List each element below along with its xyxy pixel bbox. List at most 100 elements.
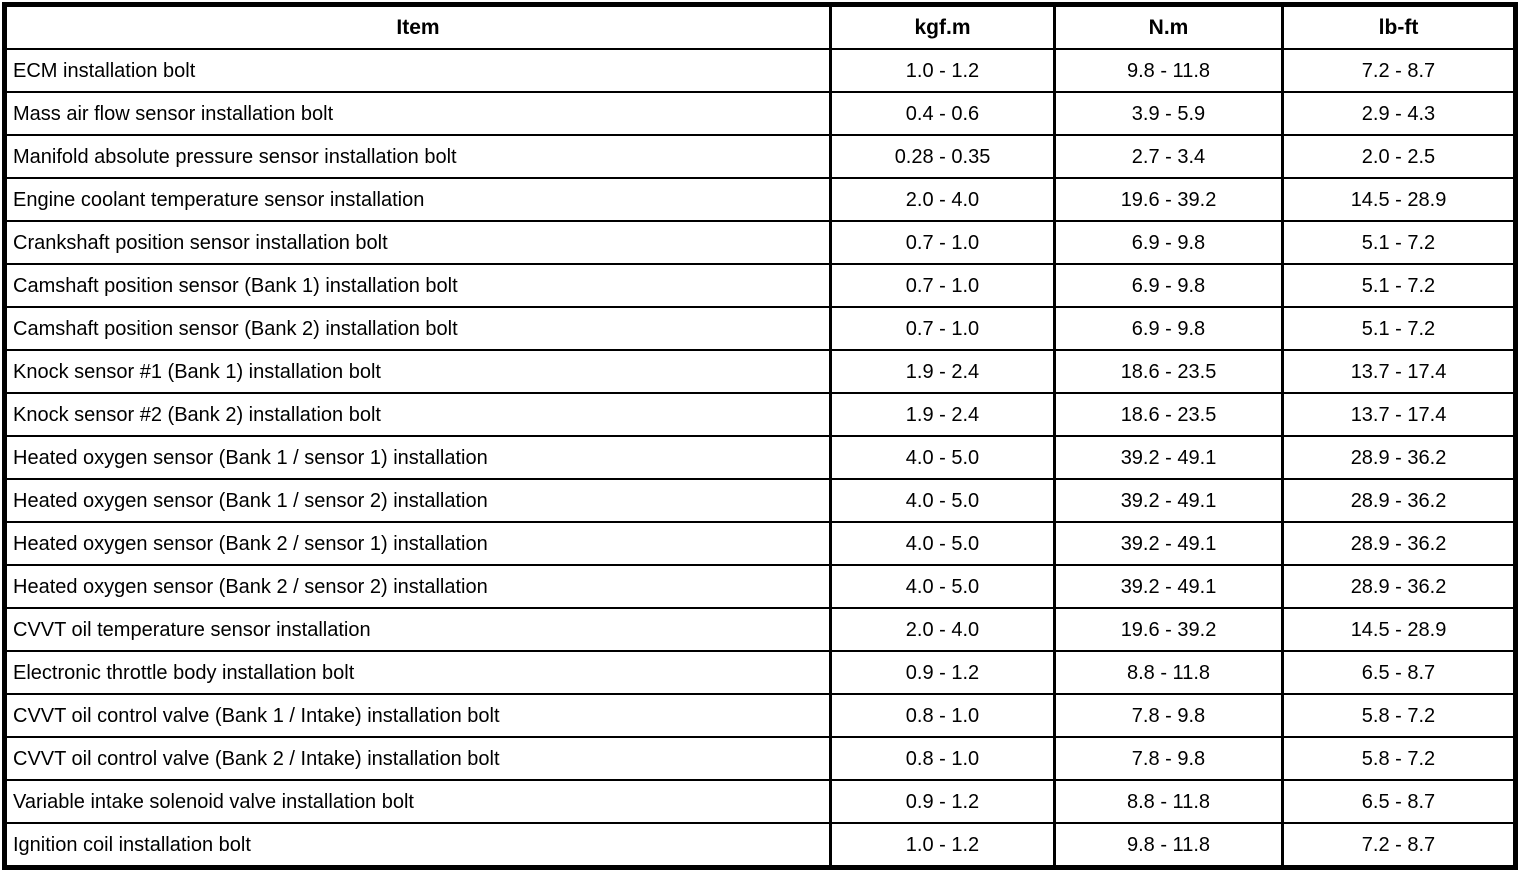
table-row: Heated oxygen sensor (Bank 1 / sensor 2)… [3, 478, 1517, 523]
value-cell: 6.9 - 9.8 [1053, 263, 1284, 308]
value-cell: 18.6 - 23.5 [1053, 392, 1284, 437]
value-cell: 4.0 - 5.0 [829, 478, 1056, 523]
value-cell: 5.1 - 7.2 [1281, 306, 1517, 351]
column-header: Item [3, 3, 832, 50]
item-cell: Knock sensor #1 (Bank 1) installation bo… [3, 349, 832, 394]
table-row: Heated oxygen sensor (Bank 1 / sensor 1)… [3, 435, 1517, 480]
column-header: kgf.m [829, 3, 1056, 50]
column-header: N.m [1053, 3, 1284, 50]
value-cell: 2.7 - 3.4 [1053, 134, 1284, 179]
table-row: Manifold absolute pressure sensor instal… [3, 134, 1517, 179]
value-cell: 39.2 - 49.1 [1053, 564, 1284, 609]
table-body: ECM installation bolt 1.0 - 1.2 9.8 - 11.8… [3, 48, 1517, 869]
value-cell: 5.1 - 7.2 [1281, 220, 1517, 265]
item-cell: Engine coolant temperature sensor instal… [3, 177, 832, 222]
value-cell: 0.9 - 1.2 [829, 779, 1056, 824]
value-cell: 28.9 - 36.2 [1281, 521, 1517, 566]
value-cell: 8.8 - 11.8 [1053, 650, 1284, 695]
table-row: Mass air flow sensor installation bolt 0.… [3, 91, 1517, 136]
value-cell: 1.0 - 1.2 [829, 822, 1056, 869]
value-cell: 6.5 - 8.7 [1281, 779, 1517, 824]
value-cell: 1.9 - 2.4 [829, 349, 1056, 394]
value-cell: 0.8 - 1.0 [829, 736, 1056, 781]
table-row: Crankshaft position sensor installation … [3, 220, 1517, 265]
item-cell: Heated oxygen sensor (Bank 2 / sensor 2)… [3, 564, 832, 609]
value-cell: 9.8 - 11.8 [1053, 48, 1284, 93]
value-cell: 4.0 - 5.0 [829, 521, 1056, 566]
value-cell: 39.2 - 49.1 [1053, 435, 1284, 480]
value-cell: 9.8 - 11.8 [1053, 822, 1284, 869]
table-row: Heated oxygen sensor (Bank 2 / sensor 2)… [3, 564, 1517, 609]
column-header: lb-ft [1281, 3, 1517, 50]
value-cell: 6.9 - 9.8 [1053, 220, 1284, 265]
value-cell: 19.6 - 39.2 [1053, 177, 1284, 222]
value-cell: 2.0 - 2.5 [1281, 134, 1517, 179]
item-cell: ECM installation bolt [3, 48, 832, 93]
value-cell: 39.2 - 49.1 [1053, 521, 1284, 566]
item-cell: Heated oxygen sensor (Bank 2 / sensor 1)… [3, 521, 832, 566]
table-row: Heated oxygen sensor (Bank 2 / sensor 1)… [3, 521, 1517, 566]
value-cell: 5.1 - 7.2 [1281, 263, 1517, 308]
item-cell: Heated oxygen sensor (Bank 1 / sensor 2)… [3, 478, 832, 523]
item-cell: Heated oxygen sensor (Bank 1 / sensor 1)… [3, 435, 832, 480]
value-cell: 19.6 - 39.2 [1053, 607, 1284, 652]
value-cell: 0.7 - 1.0 [829, 306, 1056, 351]
item-cell: Electronic throttle body installation bo… [3, 650, 832, 695]
value-cell: 7.2 - 8.7 [1281, 822, 1517, 869]
value-cell: 0.7 - 1.0 [829, 220, 1056, 265]
table-row: CVVT oil control valve (Bank 2 / Intake)… [3, 736, 1517, 781]
table-row: Variable intake solenoid valve installat… [3, 779, 1517, 824]
item-cell: CVVT oil control valve (Bank 2 / Intake)… [3, 736, 832, 781]
value-cell: 14.5 - 28.9 [1281, 607, 1517, 652]
table-row: Knock sensor #1 (Bank 1) installation bo… [3, 349, 1517, 394]
item-cell: Manifold absolute pressure sensor instal… [3, 134, 832, 179]
value-cell: 0.9 - 1.2 [829, 650, 1056, 695]
value-cell: 3.9 - 5.9 [1053, 91, 1284, 136]
value-cell: 28.9 - 36.2 [1281, 435, 1517, 480]
value-cell: 5.8 - 7.2 [1281, 693, 1517, 738]
item-cell: CVVT oil temperature sensor installation [3, 607, 832, 652]
value-cell: 0.4 - 0.6 [829, 91, 1056, 136]
value-cell: 7.2 - 8.7 [1281, 48, 1517, 93]
value-cell: 4.0 - 5.0 [829, 564, 1056, 609]
value-cell: 18.6 - 23.5 [1053, 349, 1284, 394]
table-row: Engine coolant temperature sensor instal… [3, 177, 1517, 222]
value-cell: 1.0 - 1.2 [829, 48, 1056, 93]
table-row: Ignition coil installation bolt 1.0 - 1.2… [3, 822, 1517, 869]
table-row: ECM installation bolt 1.0 - 1.2 9.8 - 11.8… [3, 48, 1517, 93]
value-cell: 2.0 - 4.0 [829, 607, 1056, 652]
table-row: CVVT oil temperature sensor installation… [3, 607, 1517, 652]
table-row: Camshaft position sensor (Bank 1) instal… [3, 263, 1517, 308]
value-cell: 0.28 - 0.35 [829, 134, 1056, 179]
value-cell: 0.8 - 1.0 [829, 693, 1056, 738]
table-row: Electronic throttle body installation bo… [3, 650, 1517, 695]
value-cell: 13.7 - 17.4 [1281, 349, 1517, 394]
value-cell: 1.9 - 2.4 [829, 392, 1056, 437]
item-cell: Mass air flow sensor installation bolt [3, 91, 832, 136]
value-cell: 4.0 - 5.0 [829, 435, 1056, 480]
value-cell: 7.8 - 9.8 [1053, 736, 1284, 781]
value-cell: 39.2 - 49.1 [1053, 478, 1284, 523]
value-cell: 28.9 - 36.2 [1281, 478, 1517, 523]
table-row: CVVT oil control valve (Bank 1 / Intake)… [3, 693, 1517, 738]
item-cell: Crankshaft position sensor installation … [3, 220, 832, 265]
item-cell: CVVT oil control valve (Bank 1 / Intake)… [3, 693, 832, 738]
value-cell: 2.9 - 4.3 [1281, 91, 1517, 136]
value-cell: 5.8 - 7.2 [1281, 736, 1517, 781]
header-row: Item kgf.m N.m lb-ft [3, 3, 1517, 50]
table-row: Knock sensor #2 (Bank 2) installation bo… [3, 392, 1517, 437]
item-cell: Knock sensor #2 (Bank 2) installation bo… [3, 392, 832, 437]
value-cell: 6.5 - 8.7 [1281, 650, 1517, 695]
item-cell: Variable intake solenoid valve installat… [3, 779, 832, 824]
item-cell: Camshaft position sensor (Bank 2) instal… [3, 306, 832, 351]
value-cell: 28.9 - 36.2 [1281, 564, 1517, 609]
value-cell: 14.5 - 28.9 [1281, 177, 1517, 222]
item-cell: Ignition coil installation bolt [3, 822, 832, 869]
item-cell: Camshaft position sensor (Bank 1) instal… [3, 263, 832, 308]
table-row: Camshaft position sensor (Bank 2) instal… [3, 306, 1517, 351]
value-cell: 7.8 - 9.8 [1053, 693, 1284, 738]
table-header: Item kgf.m N.m lb-ft [3, 3, 1517, 50]
value-cell: 8.8 - 11.8 [1053, 779, 1284, 824]
